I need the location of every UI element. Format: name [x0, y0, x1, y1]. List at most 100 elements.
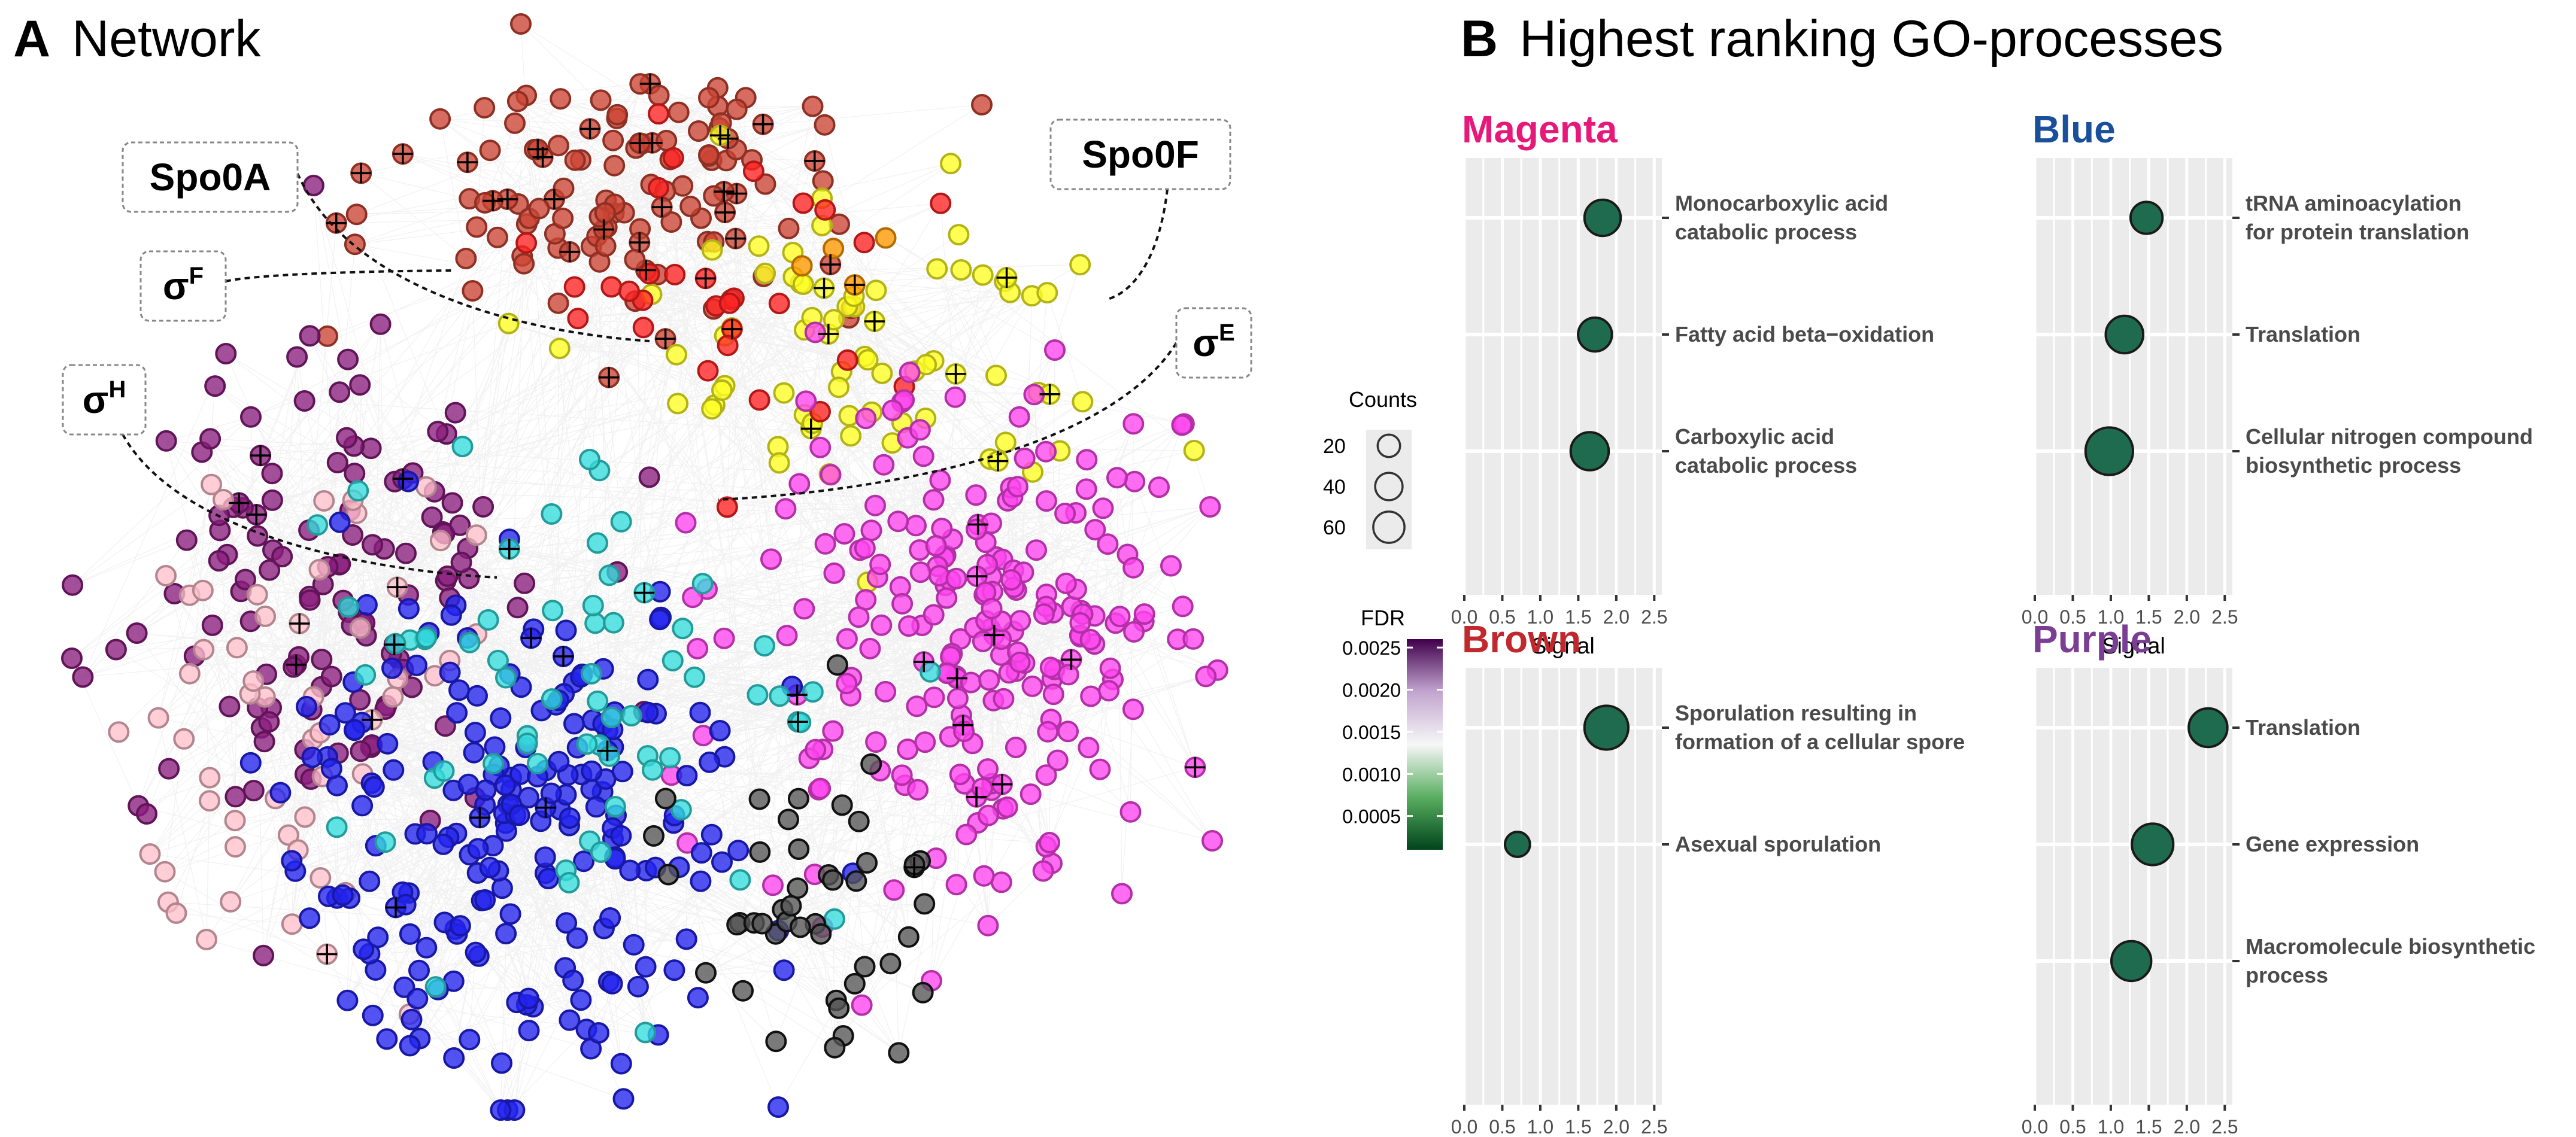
network-node-brown: [814, 114, 836, 136]
network-node-magenta: [1148, 476, 1170, 498]
go-term-label: Cellular nitrogen compound biosynthetic p…: [2246, 424, 2533, 478]
network-node-purple: [271, 546, 293, 568]
network-node-purple: [450, 551, 472, 573]
network-node-cyan: [579, 448, 600, 470]
x-tick-label: 2.0: [1603, 606, 1630, 628]
network-node-brown: [624, 248, 646, 270]
network-node-magenta: [907, 779, 929, 801]
network-node-marker: [250, 445, 271, 466]
network-node-magenta: [973, 865, 995, 887]
network-node-magenta: [1122, 698, 1144, 720]
network-node-marker: [820, 254, 841, 275]
network-node-cyan: [516, 732, 538, 755]
network-node-black: [749, 841, 771, 863]
callout-sigma-h: σH: [62, 364, 497, 579]
network-node-yellow: [926, 258, 948, 280]
network-node-blue: [318, 714, 341, 736]
network-node-brown: [528, 197, 550, 220]
network-node-blue: [466, 685, 488, 707]
network-node-pink: [308, 558, 330, 580]
network-node-marker: [787, 685, 808, 706]
network-node-blue: [690, 842, 712, 864]
network-node-brown: [802, 95, 824, 117]
network-node-marker: [499, 539, 520, 560]
fdr-colorbar: [1407, 639, 1443, 850]
x-tick-label: 1.5: [2135, 1116, 2162, 1137]
network-node-magenta: [1111, 883, 1133, 905]
go-term-label-line: Translation: [2246, 715, 2360, 740]
x-tick-label: 1.0: [1527, 1116, 1554, 1137]
network-node-cyan: [587, 690, 609, 712]
network-node-marker: [544, 189, 565, 209]
x-tick-label: 1.5: [1565, 1116, 1591, 1137]
network-node-blue: [727, 840, 750, 862]
network-node-purple: [434, 715, 456, 737]
network-node-magenta: [977, 758, 999, 780]
callout-spo0a: Spo0A: [122, 141, 650, 342]
network-node-magenta: [923, 489, 945, 511]
network-node-blue: [329, 511, 351, 533]
network-node-brown: [552, 207, 574, 229]
go-term-label: Sporulation resulting in formation of a c…: [1675, 701, 1965, 754]
network-node-marker: [814, 278, 835, 299]
network-node-magenta: [859, 637, 881, 659]
x-tick-label: 2.5: [2211, 606, 2238, 628]
x-tick-label: 0.5: [2059, 1116, 2086, 1137]
network-node-blue: [611, 761, 633, 783]
network-node-blue: [464, 722, 486, 744]
network-node-red: [563, 276, 585, 298]
network-node-blue: [566, 927, 588, 949]
network-node-black: [789, 916, 811, 938]
go-term-label: Gene expression: [2246, 832, 2419, 856]
network-node-cyan: [802, 681, 824, 703]
network-node-red: [718, 292, 741, 314]
network-node-magenta: [946, 688, 969, 710]
network-node-marker: [532, 147, 553, 168]
network-node-magenta: [848, 606, 870, 628]
network-node-blue: [296, 695, 317, 718]
network-node-black: [828, 997, 850, 1019]
counts-legend-title: Counts: [1349, 387, 1417, 412]
network-node-black: [897, 926, 920, 948]
network-node-purple: [344, 463, 366, 485]
network-node-magenta: [990, 871, 1012, 893]
network-node-blue: [690, 870, 712, 892]
network-node-black: [822, 869, 844, 891]
network-node-marker: [579, 118, 600, 139]
network-node-blue: [689, 701, 711, 723]
network-node-blue: [491, 877, 513, 899]
network-node-brown: [667, 101, 690, 123]
network-node-magenta: [960, 671, 982, 694]
network-node-yellow: [792, 273, 814, 295]
network-node-magenta: [905, 515, 927, 537]
network-node-black: [654, 788, 676, 810]
network-node-magenta: [1057, 720, 1079, 743]
go-term-label-line: catabolic process: [1675, 453, 1857, 478]
network-node-cyan: [374, 831, 396, 853]
network-node-black: [831, 794, 853, 816]
network-node-magenta: [993, 688, 1015, 710]
callout-box: [1175, 307, 1252, 379]
network-node-magenta: [1078, 737, 1100, 759]
network-node-marker: [844, 275, 865, 296]
network-node-magenta: [899, 361, 921, 384]
network-node-marker: [904, 857, 925, 878]
network-node-yellow: [865, 279, 887, 302]
network-node-yellow: [1072, 391, 1094, 413]
network-node-magenta: [1009, 610, 1031, 632]
network-node-purple: [136, 803, 157, 825]
network-node-magenta: [906, 695, 928, 718]
network-node-brown: [648, 84, 670, 107]
network-node-yellow: [985, 364, 1007, 387]
network-node-blue: [398, 598, 420, 620]
network-node-cyan: [635, 1022, 656, 1044]
x-tick-label: 0.0: [1451, 606, 1477, 628]
network-node-cyan: [338, 596, 360, 618]
network-node-brown: [971, 94, 993, 115]
panel-a-title: A Network: [13, 13, 261, 65]
network-node-magenta: [713, 627, 735, 649]
network-node-cyan: [541, 688, 563, 710]
go-chart-purple: Purple Translation Gene expression Macromol…: [2022, 618, 2535, 1137]
network-node-marker: [967, 566, 987, 587]
go-term-point: [1569, 431, 1610, 472]
